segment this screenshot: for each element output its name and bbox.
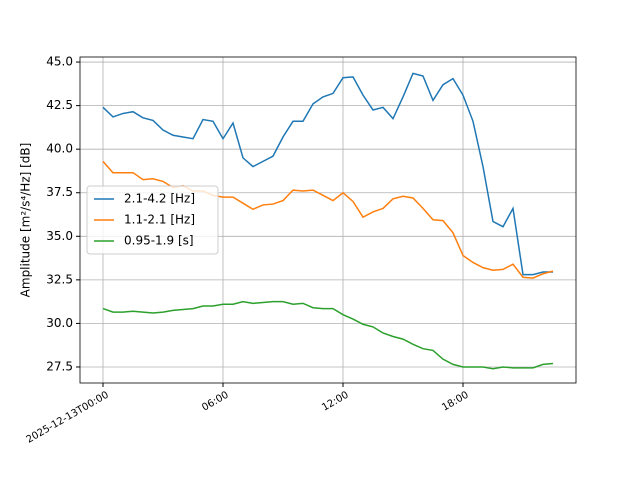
y-tick-label: 37.5 bbox=[46, 185, 73, 199]
y-axis-label: Amplitude [m²/s⁴/Hz] [dB] bbox=[19, 143, 33, 298]
y-tick-label: 32.5 bbox=[46, 272, 73, 286]
x-tick-label: 2025-12-13T00:00 bbox=[25, 390, 111, 446]
y-tick-label: 42.5 bbox=[46, 98, 73, 112]
axes-frame bbox=[79, 56, 577, 384]
series-line bbox=[102, 72, 553, 276]
series-line bbox=[102, 300, 554, 370]
y-tick-label: 45.0 bbox=[46, 55, 73, 69]
x-tick-label: 06:00 bbox=[200, 390, 230, 414]
y-tick-label: 30.0 bbox=[46, 316, 73, 330]
y-tick-label: 27.5 bbox=[46, 359, 73, 373]
legend-label: 1.1-2.1 [Hz] bbox=[124, 213, 195, 227]
y-tick-label: 35.0 bbox=[46, 229, 73, 243]
legend-label: 2.1-4.2 [Hz] bbox=[124, 192, 195, 206]
x-tick-label: 18:00 bbox=[440, 390, 470, 414]
x-tick-label: 12:00 bbox=[320, 390, 350, 414]
legend: 2.1-4.2 [Hz] 1.1-2.1 [Hz] 0.95-1.9 [s] bbox=[86, 185, 219, 255]
legend-label: 0.95-1.9 [s] bbox=[124, 234, 194, 248]
legend-box bbox=[86, 185, 219, 255]
y-tick-label: 40.0 bbox=[46, 142, 73, 156]
